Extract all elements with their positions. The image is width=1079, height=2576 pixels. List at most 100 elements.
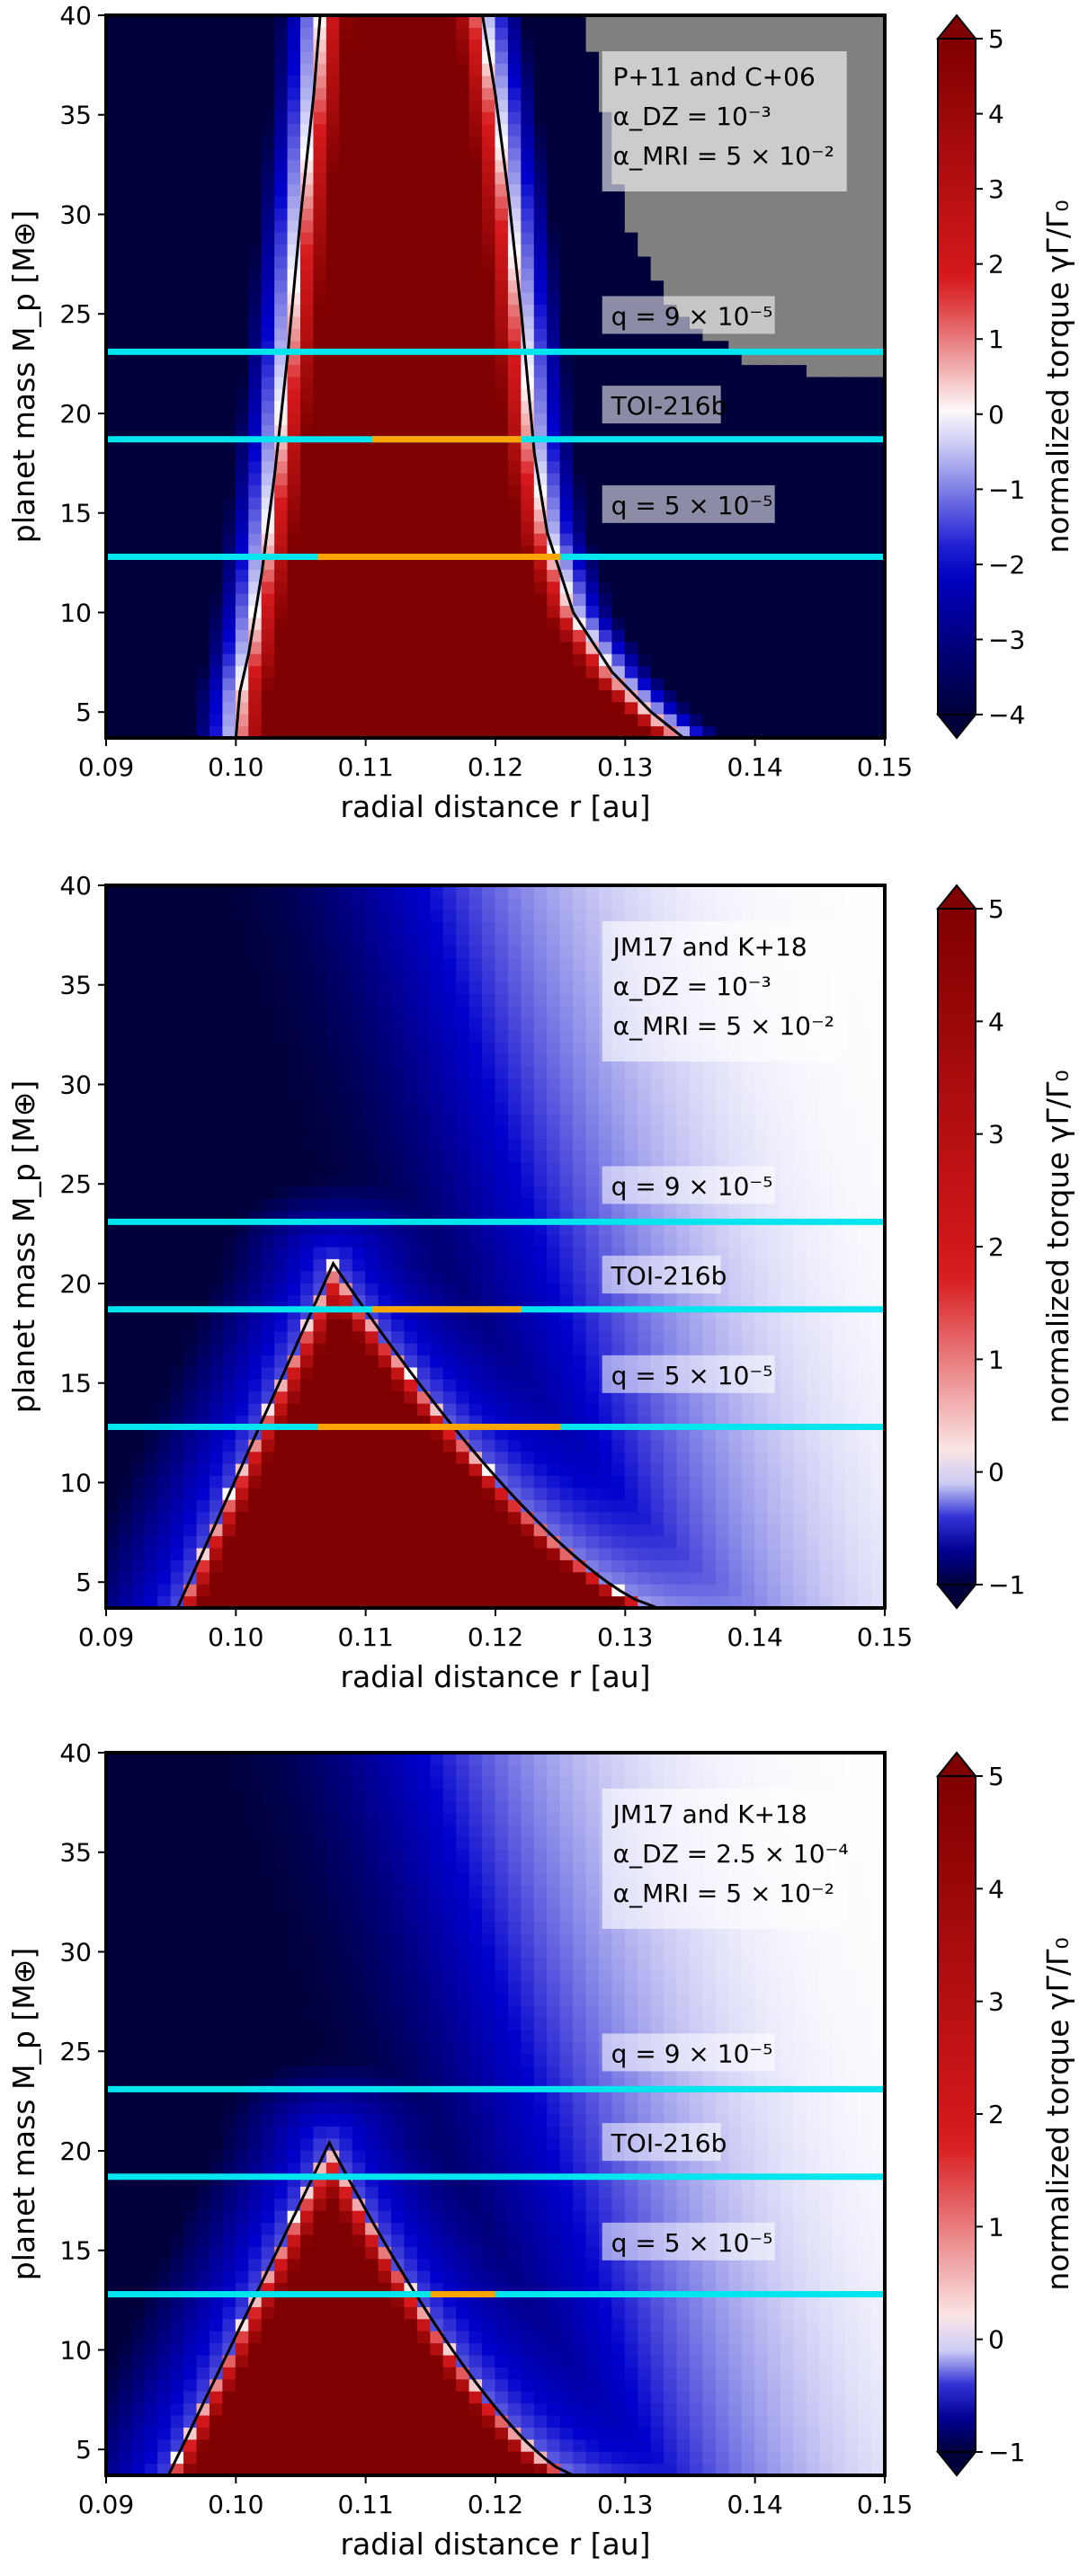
heat-cell [586, 678, 600, 690]
heat-cell [859, 388, 872, 401]
heat-cell [248, 449, 262, 461]
heat-cell [157, 1548, 171, 1560]
heat-cell [183, 1174, 197, 1186]
heat-cell [586, 208, 600, 220]
heat-cell [131, 1403, 145, 1416]
heat-cell [391, 665, 405, 678]
heat-cell [521, 172, 534, 184]
heat-cell [417, 617, 431, 630]
heat-cell [131, 328, 145, 341]
heat-cell [183, 1523, 197, 1536]
heat-cell [560, 377, 574, 389]
heat-cell [197, 714, 210, 726]
heat-cell [183, 136, 197, 148]
heat-cell [793, 268, 807, 280]
heat-cell [262, 328, 275, 341]
heat-cell [754, 641, 768, 653]
heat-cell [560, 172, 574, 184]
heat-cell [859, 292, 872, 305]
heat-cell [262, 183, 275, 196]
heat-cell [391, 653, 405, 666]
heat-cell [339, 51, 352, 64]
heat-cell [430, 123, 443, 136]
heat-cell [183, 268, 197, 280]
heat-cell [768, 581, 781, 593]
heat-cell [313, 400, 326, 413]
heat-cell [845, 424, 859, 437]
heat-cell [404, 123, 417, 136]
heat-cell [145, 678, 158, 690]
heat-cell [625, 460, 638, 473]
heat-cell [274, 328, 288, 341]
heat-cell [171, 280, 184, 292]
heat-cell [560, 63, 574, 76]
heat-cell [352, 460, 366, 473]
heat-cell [326, 473, 340, 485]
heat-cell [560, 653, 574, 666]
heat-cell [339, 701, 352, 714]
heat-cell [171, 909, 184, 921]
heat-cell [119, 605, 132, 617]
heat-cell [288, 1247, 301, 1259]
heat-cell [274, 219, 288, 232]
heat-cell [495, 219, 509, 232]
heat-cell [521, 473, 534, 485]
heat-cell [300, 1053, 314, 1066]
heat-cell [521, 304, 534, 316]
heat-cell [171, 921, 184, 934]
heat-cell [573, 569, 586, 582]
heat-cell [793, 280, 807, 292]
heat-cell [352, 569, 366, 582]
heat-cell [859, 244, 872, 256]
heat-cell [157, 1451, 171, 1463]
heat-cell [222, 1162, 236, 1175]
heat-cell [119, 1523, 132, 1536]
heat-cell [379, 27, 392, 40]
heat-cell [702, 27, 716, 40]
heat-cell [183, 1042, 197, 1054]
heat-cell [157, 232, 171, 244]
heat-cell [300, 1488, 314, 1500]
heat-cell [236, 1102, 249, 1115]
heat-cell [313, 1379, 326, 1391]
heat-cell [222, 520, 236, 533]
heat-cell [651, 196, 664, 209]
heat-cell [236, 946, 249, 958]
heat-cell [521, 232, 534, 244]
heat-cell [313, 593, 326, 606]
heat-cell [417, 159, 431, 172]
heat-cell [754, 388, 768, 401]
heat-cell [313, 99, 326, 111]
heat-cell [157, 316, 171, 329]
y-tick-label: 35 [59, 101, 92, 130]
heat-cell [417, 484, 431, 497]
heat-cell [430, 63, 443, 76]
heat-cell [365, 909, 379, 921]
heat-cell [859, 400, 872, 413]
heat-cell [482, 413, 495, 425]
heat-cell [236, 123, 249, 136]
heat-cell [534, 268, 548, 280]
heat-cell [495, 449, 509, 461]
heat-cell [183, 1548, 197, 1560]
heat-cell [262, 99, 275, 111]
heat-cell [339, 196, 352, 209]
heat-cell [339, 76, 352, 88]
heat-cell [754, 665, 768, 678]
heat-cell [171, 232, 184, 244]
heat-cell [171, 292, 184, 305]
heat-cell [664, 232, 677, 244]
heat-cell [300, 364, 314, 377]
heat-cell [236, 1488, 249, 1500]
heat-cell [145, 219, 158, 232]
heat-cell [157, 1042, 171, 1054]
heat-cell [859, 460, 872, 473]
heat-cell [157, 1294, 171, 1307]
heat-cell [131, 1463, 145, 1476]
heat-cell [495, 268, 509, 280]
heat-cell [793, 701, 807, 714]
heat-cell [288, 1198, 301, 1211]
heat-cell [171, 689, 184, 702]
heat-cell [210, 1006, 223, 1018]
heat-cell [262, 1343, 275, 1355]
